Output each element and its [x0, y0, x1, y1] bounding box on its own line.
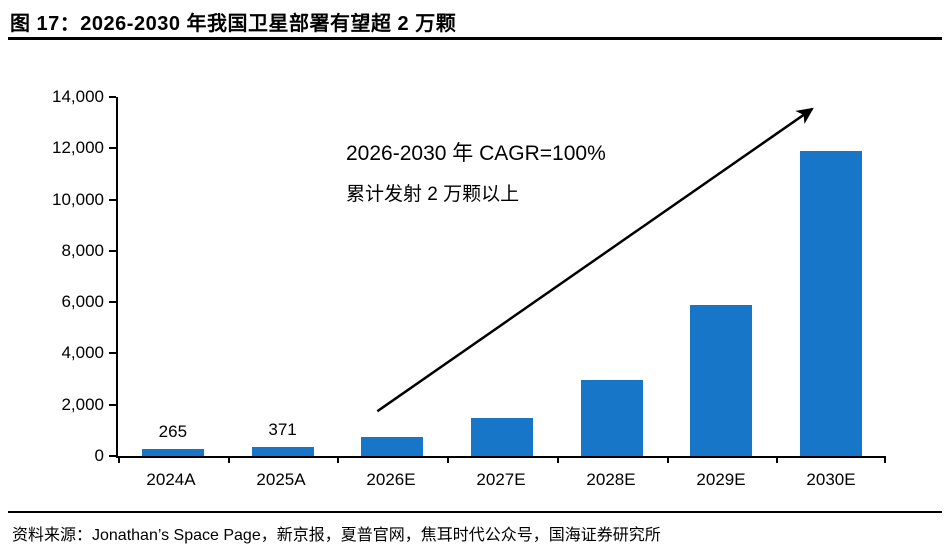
- y-axis-tick: [109, 352, 116, 355]
- y-axis-tick: [109, 301, 116, 304]
- y-axis-tick-label: 14,000: [52, 87, 104, 106]
- y-axis-tick: [109, 96, 116, 98]
- x-axis-category-label: 2028E: [586, 470, 636, 489]
- y-axis-tick-label: 2,000: [61, 394, 104, 414]
- figure-title: 图 17：2026-2030 年我国卫星部署有望超 2 万颗: [10, 13, 457, 35]
- footer-divider: [8, 511, 942, 513]
- plot-area: 2026-2030 年 CAGR=100% 累计发射 2 万颗以上 265 371: [109, 96, 886, 463]
- y-axis-tick: [109, 249, 116, 252]
- y-axis-tick: [109, 147, 116, 150]
- annotation-cagr-text: 2026-2030 年 CAGR=100%: [346, 142, 606, 165]
- bar-data-label: 265: [158, 422, 188, 442]
- title-underline: [8, 37, 942, 40]
- y-axis-tick-label: 4,000: [61, 343, 104, 363]
- x-axis-category-label: 2026E: [366, 470, 416, 489]
- y-axis-tick-label: 6,000: [61, 292, 104, 312]
- chart-annotation: 2026-2030 年 CAGR=100% 累计发射 2 万颗以上: [346, 137, 606, 206]
- y-axis-tick: [109, 198, 116, 201]
- bar-data-label: 371: [268, 419, 297, 439]
- x-axis-category-label: 2024A: [146, 470, 196, 489]
- bar-2026E: [361, 436, 424, 456]
- x-axis-category-label: 2027E: [476, 470, 526, 489]
- y-axis-tick-label: 12,000: [52, 138, 104, 158]
- trend-arrow: [376, 107, 814, 413]
- x-axis-tick: [227, 456, 230, 463]
- bar-2030E: [800, 150, 863, 456]
- bar-2025A: [251, 446, 314, 456]
- bar-2027E: [471, 417, 533, 456]
- x-axis-tick: [666, 456, 669, 463]
- annotation-total-text: 累计发射 2 万颗以上: [346, 184, 520, 205]
- bar-2029E: [690, 304, 753, 456]
- y-axis-tick: [109, 455, 116, 457]
- bar-2024A: [141, 449, 204, 456]
- y-axis: 0 2,000 4,000 6,000 8,000 10,000 12,000 14,000: [0, 87, 104, 465]
- y-axis-tick: [109, 403, 116, 406]
- source-note: 资料来源：Jonathan’s Space Page，新京报，夏普官网，焦耳时代…: [12, 527, 661, 544]
- x-axis-category-label: 2030E: [806, 470, 856, 489]
- y-axis-tick-label: 0: [94, 446, 104, 465]
- x-axis-category-label: 2025A: [256, 470, 306, 489]
- x-axis-tick: [884, 456, 886, 463]
- x-axis-tick: [447, 456, 450, 463]
- y-axis-tick-label: 8,000: [61, 240, 104, 260]
- x-axis-tick: [337, 456, 340, 463]
- x-axis-category-label: 2029E: [696, 470, 746, 489]
- x-axis-tick: [118, 456, 120, 463]
- bar-2028E: [580, 380, 643, 456]
- x-axis-tick: [556, 456, 559, 463]
- y-axis-tick-label: 10,000: [52, 189, 104, 209]
- x-axis-labels: 2024A 2025A 2026E 2027E 2028E 2029E 2030E: [116, 470, 886, 490]
- x-axis-tick: [776, 456, 779, 463]
